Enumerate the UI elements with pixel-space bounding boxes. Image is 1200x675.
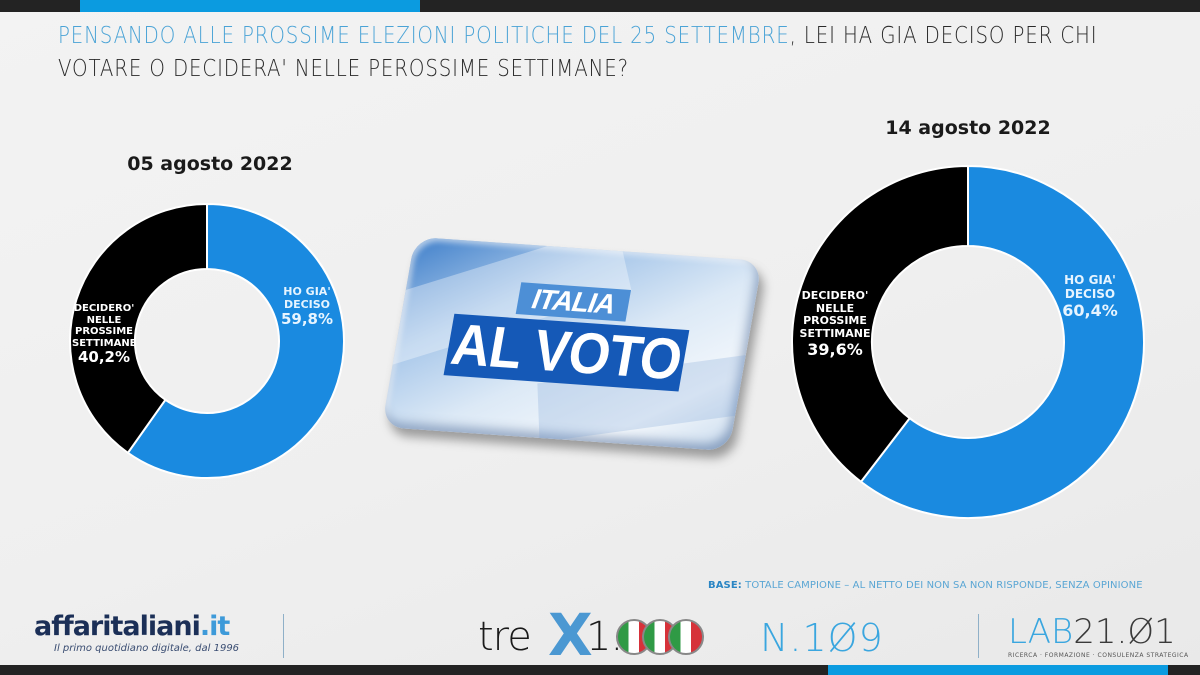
question-rest: , lei ha gia deciso per chi [789,23,1098,49]
italia-al-voto-badge: ITALIA AL VOTO [381,236,763,452]
divider [283,614,284,658]
base-footnote: BASE: TOTALE CAMPIONE – AL NETTO DEI NON… [708,580,1143,591]
italian-flag-circle-icon [668,619,704,655]
lab-tagline: RICERCA · FORMAZIONE · CONSULENZA STRATE… [1008,652,1189,659]
donut-chart-14-agosto [790,164,1146,520]
donut-segment-undecided [69,202,208,455]
donut-segment-undecided [791,164,969,484]
question-highlight: Pensando alle prossime elezioni politich… [58,23,790,49]
chart-title-left: 05 agosto 2022 [127,153,293,175]
divider [978,614,979,658]
donut-chart-05-agosto [68,202,346,480]
survey-question: Pensando alle prossime elezioni politich… [58,20,1167,86]
pct-undecided-right: 39,6% [807,339,863,359]
donut-segment-decided [859,164,1145,519]
label-undecided-left: DECIDERO' NELLE PROSSIME SETTIMANE 40,2% [72,303,137,366]
label-decided-right: HO GIA' DECISO 60,4% [1050,273,1130,320]
donut-segment-decided [126,202,345,479]
issue-number: N.1Ø9 [760,616,884,660]
affaritaliani-logo: affaritaliani.it Il primo quotidiano dig… [34,611,240,655]
pct-undecided-left: 40,2% [77,348,131,366]
lab2101-logo: LAB21.Ø1 RICERCA · FORMAZIONE · CONSULEN… [1008,612,1189,659]
chart-title-right: 14 agosto 2022 [885,117,1051,139]
bottom-bar [0,665,1200,675]
x-mark-icon: X [548,601,593,669]
badge-al-voto: AL VOTO [443,312,690,392]
top-bar [0,0,1200,12]
bottom-bar-accent [828,665,1168,675]
pct-decided-left: 59,8% [280,310,334,329]
affaritaliani-tagline: Il primo quotidiano digitale, dal 1996 [54,643,240,654]
question-line2: votare o decidera' nelle perossime setti… [58,56,629,82]
label-undecided-right: DECIDERO' NELLE PROSSIME SETTIMANE 39,6% [796,289,874,359]
pct-decided-right: 60,4% [1062,300,1118,320]
label-decided-left: HO GIA' DECISO 59,8% [272,285,342,329]
top-bar-accent [80,0,420,12]
